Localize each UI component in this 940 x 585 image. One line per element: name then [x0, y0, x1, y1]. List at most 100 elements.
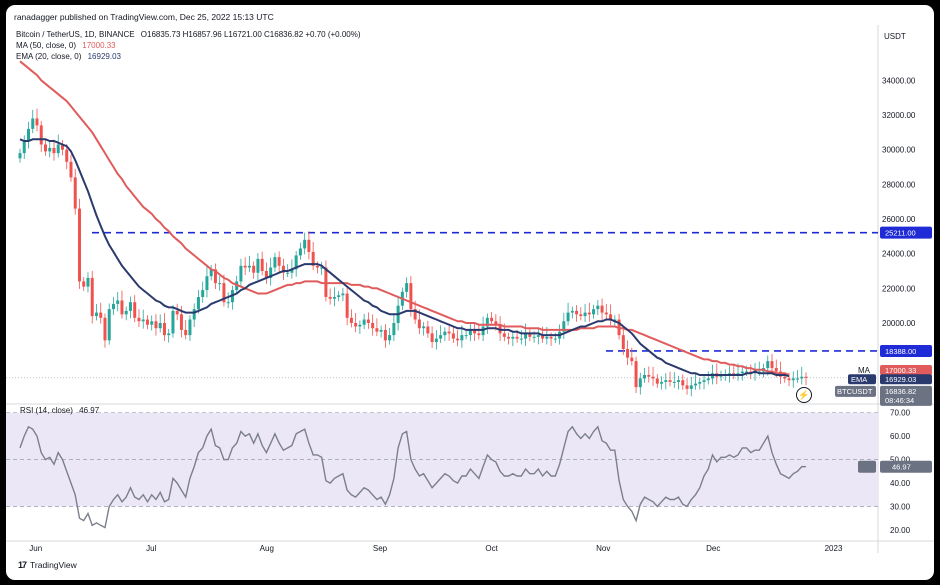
candle-body	[409, 283, 413, 310]
candle-body	[375, 328, 379, 332]
candle-body	[107, 309, 111, 341]
candle-body	[566, 312, 570, 322]
rsi-tick-label: 70.00	[890, 409, 911, 418]
candle-body	[252, 265, 256, 273]
candle-body	[494, 321, 498, 325]
candle-body	[600, 305, 604, 313]
candle-body	[621, 335, 625, 349]
candle-body	[167, 333, 171, 336]
candle-body	[651, 376, 655, 379]
price-tick-label: 28000.00	[882, 180, 916, 189]
symbol-tag-bg	[835, 385, 876, 397]
candle-body	[43, 144, 47, 152]
candle-body	[226, 302, 230, 304]
candle-body	[243, 265, 247, 268]
candle-body	[222, 283, 226, 303]
candle-body	[18, 153, 22, 159]
candle-body	[549, 336, 553, 339]
candle-body	[354, 323, 358, 327]
tradingview-brand[interactable]: 17 TradingView	[18, 560, 77, 570]
candle-body	[655, 378, 659, 384]
candle-body	[609, 314, 613, 320]
candle-body	[90, 277, 94, 317]
candle-body	[264, 271, 268, 278]
candle-body	[502, 333, 506, 337]
candle-body	[698, 381, 702, 384]
candle-body	[787, 378, 791, 381]
candle-body	[694, 383, 698, 386]
candle-body	[307, 239, 311, 252]
candle-body	[511, 336, 515, 339]
legend-ma-value: 17000.33	[82, 41, 116, 50]
candle-body	[192, 309, 196, 320]
candle-body	[685, 385, 689, 389]
candle-body	[638, 378, 642, 388]
candle-body	[273, 257, 277, 268]
candle-body	[664, 380, 668, 382]
rsi-value-tag-bg	[880, 460, 932, 473]
candle-body	[405, 283, 409, 292]
candle-body	[460, 335, 464, 341]
candle-body	[443, 331, 447, 336]
candle-body	[774, 368, 778, 372]
candle-body	[587, 312, 591, 315]
candle-body	[689, 385, 693, 389]
rsi-legend-value: 46.97	[79, 406, 100, 415]
rsi-tick-label: 30.00	[890, 503, 911, 512]
candle-body	[604, 312, 608, 315]
candle-body	[120, 300, 124, 315]
candle-body	[179, 314, 183, 330]
candle-body	[286, 272, 290, 274]
rsi-legend-label: RSI (14, close)	[20, 406, 73, 415]
level-tag-25211-bg	[880, 226, 932, 239]
legend-ema-row: EMA (20, close, 0) 16929.03	[16, 52, 121, 61]
candle-body	[128, 302, 132, 311]
candle-body	[349, 317, 353, 323]
ema-tag-name: EMA	[851, 375, 867, 384]
candle-body	[528, 333, 532, 337]
candle-body	[643, 375, 647, 379]
candle-body	[473, 329, 477, 334]
rsi-tick-label: 20.00	[890, 526, 911, 535]
chart-canvas: 34000.00 32000.00 30000.00 28000.00 26000.00…	[6, 25, 934, 553]
candle-body	[103, 317, 107, 341]
candle-body	[345, 293, 349, 318]
candle-body	[647, 375, 651, 377]
candle-body	[464, 335, 468, 337]
candle-body	[294, 255, 298, 270]
price-tick-label: 30000.00	[882, 146, 916, 155]
candle-body	[94, 312, 98, 317]
candle-body	[56, 144, 60, 154]
ema-tag-bg	[880, 374, 932, 385]
candle-body	[328, 297, 332, 299]
candle-body	[116, 300, 120, 304]
ema-tag: 16929.03	[885, 375, 916, 384]
candle-body	[634, 361, 638, 388]
candle-body	[800, 376, 804, 379]
candle-body	[247, 265, 251, 268]
candle-body	[188, 319, 192, 336]
ma-tag-name: MA	[858, 366, 871, 375]
candle-body	[298, 248, 302, 256]
price-tick-label: 26000.00	[882, 215, 916, 224]
rsi-legend: RSI (14, close) 46.97	[20, 406, 99, 415]
candle-body	[596, 305, 600, 310]
candle-body	[196, 297, 200, 310]
candle-body	[417, 319, 421, 329]
legend-ma-label: MA (50, close, 0)	[16, 41, 77, 50]
candle-body	[209, 269, 213, 277]
candle-body	[290, 269, 294, 273]
candle-body	[277, 257, 281, 266]
ema20-line	[19, 138, 790, 378]
publisher-header: ranadagger published on TradingView.com,…	[14, 12, 274, 22]
countdown-tag: 08:46:34	[885, 396, 914, 405]
last-price-tag-bg	[880, 385, 932, 406]
legend-symbol-row: Bitcoin / TetherUS, 1D, BINANCE O16835.7…	[16, 30, 361, 39]
candle-body	[766, 361, 770, 369]
candle-body	[205, 276, 209, 291]
candle-body	[73, 177, 77, 209]
lightning-icon[interactable]: ⚡	[796, 387, 812, 403]
ma50-line	[19, 60, 790, 376]
candle-body	[158, 323, 162, 329]
candle-body	[65, 149, 69, 162]
